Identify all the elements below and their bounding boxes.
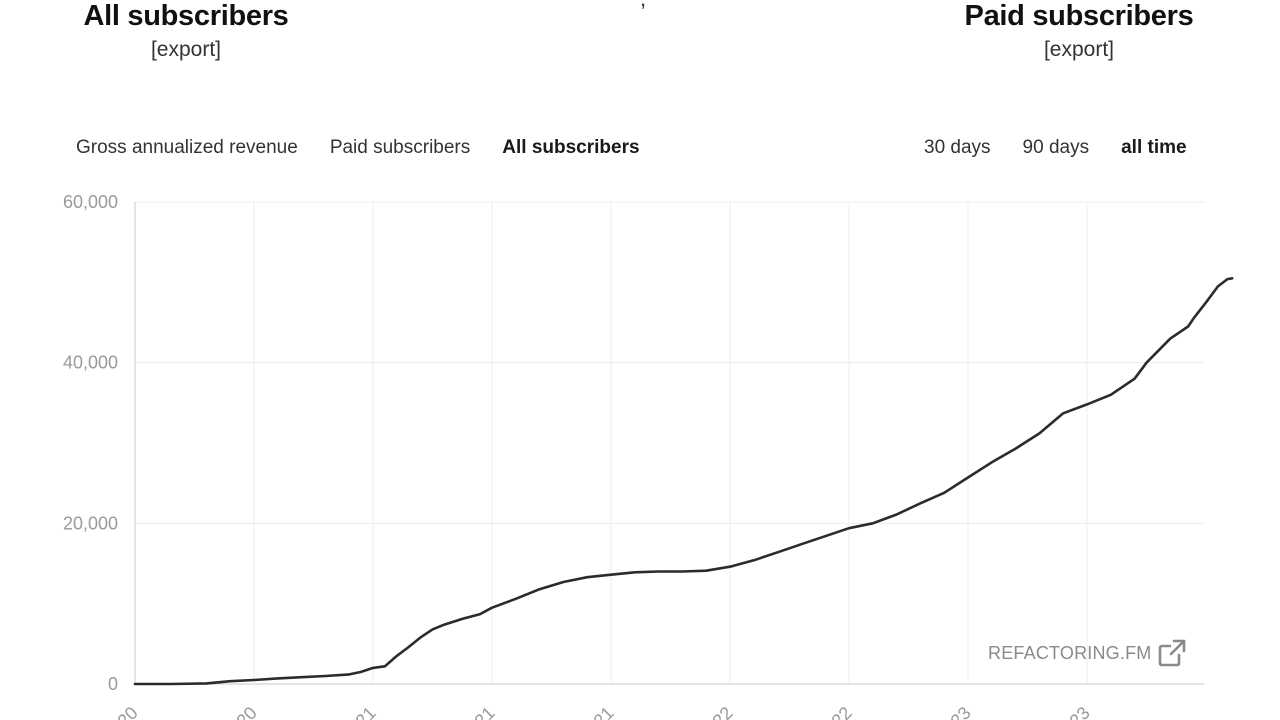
- y-axis-tick-labels: 0 20,000 40,000 60,000: [63, 192, 118, 694]
- tab-30-days[interactable]: 30 days: [924, 137, 991, 158]
- y-tick-label: 0: [108, 674, 118, 694]
- range-tabs: 30 days 90 days all time: [924, 136, 1187, 160]
- tab-gross-annualized-revenue[interactable]: Gross annualized revenue: [76, 137, 298, 158]
- metric-tabs: Gross annualized revenue Paid subscriber…: [76, 136, 640, 160]
- y-tick-label: 60,000: [63, 192, 118, 212]
- watermark-text: REFACTORING.FM: [988, 642, 1152, 663]
- paid-subscribers-summary: Paid subscribers [export]: [948, 0, 1210, 63]
- y-tick-label: 20,000: [63, 513, 118, 533]
- y-tick-label: 40,000: [63, 353, 118, 373]
- paid-subscribers-title: Paid subscribers: [964, 0, 1194, 32]
- x-tick-label: …21: [577, 703, 618, 720]
- x-tick-label: …22: [815, 703, 856, 720]
- chart-grid: [134, 201, 1204, 685]
- tab-90-days[interactable]: 90 days: [1022, 137, 1090, 158]
- x-tick-label: …23: [934, 703, 975, 720]
- tab-paid-subscribers[interactable]: Paid subscribers: [329, 137, 471, 158]
- tab-all-time[interactable]: all time: [1121, 137, 1187, 158]
- x-tick-label: …20: [220, 703, 261, 720]
- x-tick-label: …21: [339, 703, 380, 720]
- external-link-icon: [1159, 639, 1186, 667]
- refactoring-fm-watermark: REFACTORING.FM: [988, 638, 1187, 668]
- x-tick-label: …23: [1053, 703, 1094, 720]
- x-tick-label: …22: [696, 703, 737, 720]
- paid-subscribers-export-link[interactable]: [export]: [1043, 38, 1115, 61]
- tab-all-subscribers[interactable]: All subscribers: [502, 137, 640, 158]
- all-subscribers-export-link[interactable]: [export]: [150, 38, 222, 61]
- subscriber-series-line: [133, 277, 1234, 686]
- x-tick-label: …20: [101, 703, 142, 720]
- top-fragment-text: ,: [640, 0, 646, 12]
- all-subscribers-title: All subscribers: [83, 0, 289, 32]
- all-subscribers-summary: All subscribers [export]: [66, 0, 306, 63]
- x-axis-tick-labels: …20 …20 …21 …21 …21 …22 …22 …23 …23: [101, 703, 1094, 720]
- x-tick-label: …21: [458, 703, 499, 720]
